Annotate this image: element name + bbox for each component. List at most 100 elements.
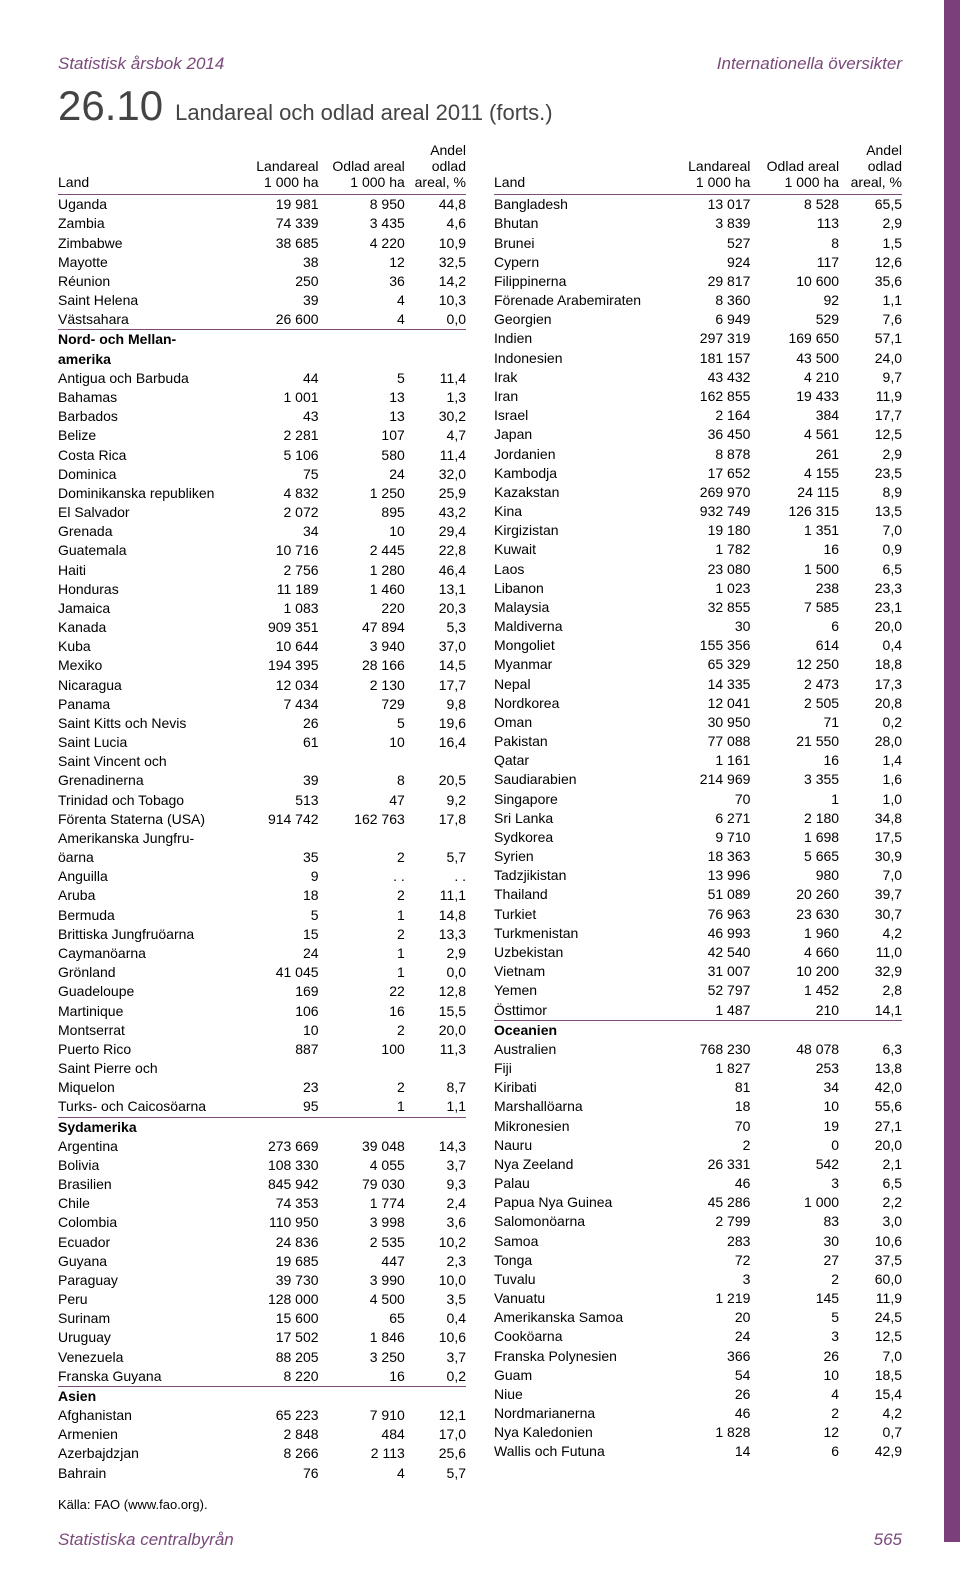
table-row: Kambodja17 6524 15523,5 bbox=[494, 464, 902, 483]
value-cell: 4,6 bbox=[405, 214, 466, 233]
value-cell: 83 bbox=[750, 1212, 839, 1231]
country-cell: Vietnam bbox=[494, 962, 674, 981]
section-header: Oceanien bbox=[494, 1020, 902, 1040]
value-cell: 1 219 bbox=[674, 1289, 750, 1308]
country-cell: Wallis och Futuna bbox=[494, 1442, 674, 1461]
value-cell: 20,0 bbox=[839, 617, 902, 636]
table-row: Östtimor1 48721014,1 bbox=[494, 1001, 902, 1021]
value-cell: 12 034 bbox=[244, 676, 318, 695]
value-cell: 181 157 bbox=[674, 349, 750, 368]
country-cell: Samoa bbox=[494, 1232, 674, 1251]
table-row: Kuba10 6443 94037,0 bbox=[58, 637, 466, 656]
country-cell: Australien bbox=[494, 1040, 674, 1059]
value-cell: 23,5 bbox=[839, 464, 902, 483]
value-cell: 7 910 bbox=[319, 1406, 405, 1425]
value-cell: 26 600 bbox=[244, 310, 318, 330]
country-cell: Jordanien bbox=[494, 445, 674, 464]
country-cell: Bolivia bbox=[58, 1156, 244, 1175]
country-cell: Maldiverna bbox=[494, 617, 674, 636]
value-cell: 1 827 bbox=[674, 1059, 750, 1078]
value-cell: 42,0 bbox=[839, 1078, 902, 1097]
source-link[interactable]: www.fao.org bbox=[128, 1497, 200, 1512]
table-row: Irak43 4324 2109,7 bbox=[494, 368, 902, 387]
table-row: Samoa2833010,6 bbox=[494, 1232, 902, 1251]
value-cell: 39 bbox=[244, 771, 318, 790]
value-cell: 79 030 bbox=[319, 1175, 405, 1194]
country-cell: Singapore bbox=[494, 790, 674, 809]
th-landareal: Landareal1 000 ha bbox=[244, 140, 318, 195]
table-row: Tonga722737,5 bbox=[494, 1251, 902, 1270]
value-cell: 21 550 bbox=[750, 732, 839, 751]
value-cell: 845 942 bbox=[244, 1175, 318, 1194]
table-row: Uzbekistan42 5404 66011,0 bbox=[494, 943, 902, 962]
country-cell: Salomonöarna bbox=[494, 1212, 674, 1231]
value-cell: 34,8 bbox=[839, 809, 902, 828]
value-cell: 4 bbox=[319, 291, 405, 310]
value-cell: 38 bbox=[244, 253, 318, 272]
table-row: Bhutan3 8391132,9 bbox=[494, 214, 902, 233]
value-cell: 12,8 bbox=[405, 982, 466, 1001]
table-row: Zambia74 3393 4354,6 bbox=[58, 214, 466, 233]
value-cell: 11,0 bbox=[839, 943, 902, 962]
value-cell: 16,4 bbox=[405, 733, 466, 752]
value-cell: 8 bbox=[319, 771, 405, 790]
country-cell: Trinidad och Tobago bbox=[58, 791, 244, 810]
value-cell: 0,0 bbox=[405, 310, 466, 330]
value-cell: 51 089 bbox=[674, 885, 750, 904]
value-cell: 23 bbox=[244, 1078, 318, 1097]
value-cell: 47 894 bbox=[319, 618, 405, 637]
value-cell: 18,8 bbox=[839, 655, 902, 674]
table-row: Filippinerna29 81710 60035,6 bbox=[494, 272, 902, 291]
value-cell: 3,0 bbox=[839, 1212, 902, 1231]
value-cell: 6,5 bbox=[839, 560, 902, 579]
value-cell: 46,4 bbox=[405, 561, 466, 580]
value-cell: 4 bbox=[319, 310, 405, 330]
table-row: Vietnam31 00710 20032,9 bbox=[494, 962, 902, 981]
value-cell bbox=[244, 752, 318, 771]
value-cell: 261 bbox=[750, 445, 839, 464]
country-cell: Kambodja bbox=[494, 464, 674, 483]
value-cell: 107 bbox=[319, 426, 405, 445]
table-row: Franska Guyana8 220160,2 bbox=[58, 1367, 466, 1387]
country-cell: Mayotte bbox=[58, 253, 244, 272]
country-cell: Honduras bbox=[58, 580, 244, 599]
value-cell: 11,4 bbox=[405, 369, 466, 388]
value-cell: 4 210 bbox=[750, 368, 839, 387]
value-cell: 1 bbox=[319, 1097, 405, 1117]
value-cell: 0 bbox=[750, 1136, 839, 1155]
value-cell: 13 996 bbox=[674, 866, 750, 885]
country-cell: Kirgizistan bbox=[494, 521, 674, 540]
country-cell: Brittiska Jungfruöarna bbox=[58, 925, 244, 944]
table-row: Wallis och Futuna14642,9 bbox=[494, 1442, 902, 1461]
value-cell: 0,4 bbox=[839, 636, 902, 655]
table-row: Caymanöarna2412,9 bbox=[58, 944, 466, 963]
value-cell: 39 bbox=[244, 291, 318, 310]
table-row: Costa Rica5 10658011,4 bbox=[58, 446, 466, 465]
value-cell: 27,1 bbox=[839, 1117, 902, 1136]
value-cell: 74 353 bbox=[244, 1194, 318, 1213]
value-cell: 55,6 bbox=[839, 1097, 902, 1116]
country-cell: Nordkorea bbox=[494, 694, 674, 713]
table-row: Nauru2020,0 bbox=[494, 1136, 902, 1155]
value-cell: 34 bbox=[244, 522, 318, 541]
value-cell: 2,2 bbox=[839, 1193, 902, 1212]
table-row: Armenien2 84848417,0 bbox=[58, 1425, 466, 1444]
table-row: Bolivia108 3304 0553,7 bbox=[58, 1156, 466, 1175]
table-row: Georgien6 9495297,6 bbox=[494, 310, 902, 329]
value-cell: 12,5 bbox=[839, 1327, 902, 1346]
value-cell: 1 452 bbox=[750, 981, 839, 1000]
country-cell: Zimbabwe bbox=[58, 234, 244, 253]
country-cell: Sydkorea bbox=[494, 828, 674, 847]
country-cell: Förenta Staterna (USA) bbox=[58, 810, 244, 829]
value-cell bbox=[319, 829, 405, 848]
value-cell: 169 bbox=[244, 982, 318, 1001]
country-cell: Nepal bbox=[494, 675, 674, 694]
table-row: Montserrat10220,0 bbox=[58, 1021, 466, 1040]
value-cell: 32,9 bbox=[839, 962, 902, 981]
table-row: öarna3525,7 bbox=[58, 848, 466, 867]
value-cell: 45 286 bbox=[674, 1193, 750, 1212]
value-cell: 2 756 bbox=[244, 561, 318, 580]
table-row: Laos23 0801 5006,5 bbox=[494, 560, 902, 579]
country-cell: Brunei bbox=[494, 234, 674, 253]
value-cell: 26 bbox=[750, 1347, 839, 1366]
